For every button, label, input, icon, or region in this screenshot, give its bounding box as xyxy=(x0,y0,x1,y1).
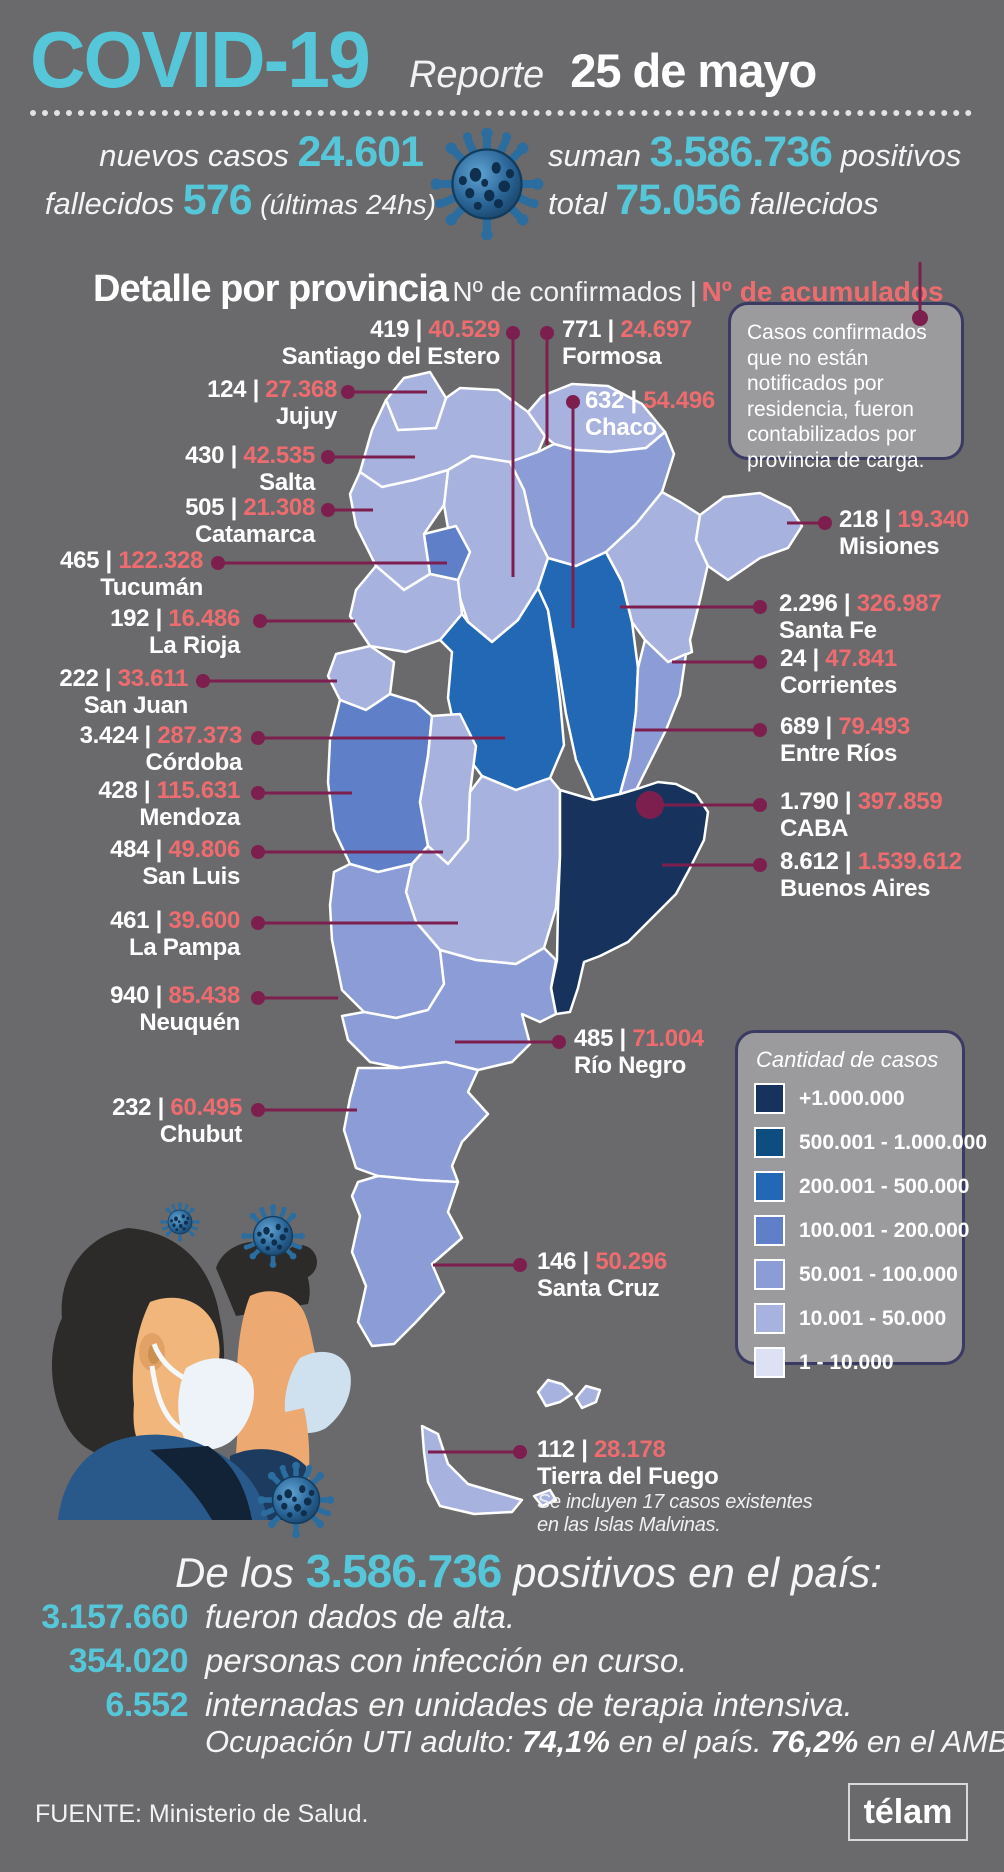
map-province-santa-cruz xyxy=(350,1174,464,1348)
label-entre-rios: 689 | 79.493 Entre Ríos xyxy=(780,713,910,768)
note-box: Casos confirmados que no están notificad… xyxy=(728,302,964,472)
summary-row-recovered: 3.157.660 fueron dados de alta. xyxy=(41,1598,516,1636)
caba-marker xyxy=(636,791,664,819)
label-tucuman: 465 | 122.328 Tucumán xyxy=(60,547,203,602)
callout-lines xyxy=(196,262,928,1459)
summary-row-icu: 6.552 internadas en unidades de terapia i… xyxy=(105,1686,853,1724)
virus-icon xyxy=(258,1462,334,1538)
stat-new-cases: nuevos casos 24.601 xyxy=(99,128,424,176)
stat-total-positives: suman 3.586.736 positivos xyxy=(548,128,962,176)
map-islas-malvinas-2 xyxy=(574,1384,602,1410)
label-jujuy: 124 | 27.368 Jujuy xyxy=(207,376,337,431)
label-buenos-aires: 8.612 | 1.539.612 Buenos Aires xyxy=(780,848,962,903)
map-province-tucuman xyxy=(422,524,472,582)
stat-deaths-24h: fallecidos 576 (últimas 24hs) xyxy=(44,176,436,224)
legend-swatch xyxy=(754,1259,785,1290)
label-caba: 1.790 | 397.859 CABA xyxy=(780,788,943,843)
note-text: Casos confirmados que no están notificad… xyxy=(747,321,927,473)
map-province-rio-negro xyxy=(340,946,558,1072)
header: COVID-19 Reporte 25 de mayo xyxy=(30,14,817,106)
map-province-mendoza xyxy=(326,692,434,874)
label-chaco: 632 | 54.496 Chaco xyxy=(585,387,715,442)
label-chubut: 232 | 60.495 Chubut xyxy=(112,1094,242,1149)
label-catamarca: 505 | 21.308 Catamarca xyxy=(185,494,315,549)
page-title: COVID-19 xyxy=(30,15,371,104)
malvinas-note: Se incluyen 17 casos existentes en las I… xyxy=(537,1490,813,1536)
report-date: 25 de mayo xyxy=(570,44,817,97)
label-formosa: 771 | 24.697 Formosa xyxy=(562,316,692,371)
map-province-misiones xyxy=(694,491,804,582)
summary-row-active: 354.020 personas con infección en curso. xyxy=(68,1642,688,1680)
map-province-corrientes xyxy=(604,490,710,664)
map-province-jujuy xyxy=(384,370,448,432)
legend-row: 10.001 - 50.000 xyxy=(754,1303,946,1334)
label-salta: 430 | 42.535 Salta xyxy=(185,442,315,497)
report-label: Reporte xyxy=(408,54,545,96)
telam-logo: télam xyxy=(848,1783,968,1841)
map-province-buenos-aires xyxy=(549,780,710,1016)
legend-row: +1.000.000 xyxy=(754,1083,946,1114)
legend-row: 50.001 - 100.000 xyxy=(754,1259,958,1290)
legend-swatch xyxy=(754,1171,785,1202)
label-santa-fe: 2.296 | 326.987 Santa Fe xyxy=(779,590,942,645)
label-santa-cruz: 146 | 50.296 Santa Cruz xyxy=(537,1248,667,1303)
map-province-tierra-del-fuego xyxy=(420,1424,524,1516)
label-san-juan: 222 | 33.611 San Juan xyxy=(59,665,188,720)
note-connector-dot xyxy=(912,310,928,326)
legend-title: Cantidad de casos xyxy=(756,1047,939,1072)
map-islas-malvinas-1 xyxy=(536,1378,574,1408)
label-santiago-del-estero: 419 | 40.529 Santiago del Estero xyxy=(281,316,501,371)
legend-row: 200.001 - 500.000 xyxy=(754,1171,969,1202)
legend-swatch xyxy=(754,1347,785,1378)
label-la-pampa: 461 | 39.600 La Pampa xyxy=(110,907,240,962)
legend-swatch xyxy=(754,1127,785,1158)
section-title: Detalle por provincia Nº de confirmados … xyxy=(93,268,944,310)
legend-swatch xyxy=(754,1215,785,1246)
summary-intro: De los 3.586.736 positivos en el país: xyxy=(175,1545,882,1597)
map-provinces xyxy=(326,370,804,1516)
label-tierra-del-fuego: 112 | 28.178 Tierra del Fuego Se incluye… xyxy=(537,1436,813,1536)
virus-icon xyxy=(241,1204,305,1268)
virus-icon xyxy=(158,1201,202,1243)
virus-icon xyxy=(431,128,544,241)
legend-row: 100.001 - 200.000 xyxy=(754,1215,969,1246)
map-islet xyxy=(532,1488,558,1508)
label-mendoza: 428 | 115.631 Mendoza xyxy=(98,777,240,832)
label-misiones: 218 | 19.340 Misiones xyxy=(839,506,969,561)
stat-total-deaths: total 75.056 fallecidos xyxy=(548,176,879,224)
label-rio-negro: 485 | 71.004 Río Negro xyxy=(574,1025,704,1080)
label-corrientes: 24 | 47.841 Corrientes xyxy=(780,645,898,700)
uti-occupancy: Ocupación UTI adulto: 74,1% en el país. … xyxy=(205,1724,1004,1759)
legend-swatch xyxy=(754,1303,785,1334)
dotted-divider xyxy=(30,110,972,116)
label-san-luis: 484 | 49.806 San Luis xyxy=(110,836,240,891)
label-la-rioja: 192 | 16.486 La Rioja xyxy=(110,605,240,660)
label-neuquen: 940 | 85.438 Neuquén xyxy=(110,982,240,1037)
legend-row: 500.001 - 1.000.000 xyxy=(754,1127,987,1158)
legend: Cantidad de casos +1.000.000 500.001 - 1… xyxy=(735,1030,987,1378)
legend-row: 1 - 10.000 xyxy=(754,1347,946,1378)
map-province-entre-rios xyxy=(618,638,688,796)
legend-swatch xyxy=(754,1083,785,1114)
label-cordoba: 3.424 | 287.373 Córdoba xyxy=(79,722,243,777)
source-text: FUENTE: Ministerio de Salud. xyxy=(35,1800,369,1828)
map-province-chubut xyxy=(342,1060,490,1184)
